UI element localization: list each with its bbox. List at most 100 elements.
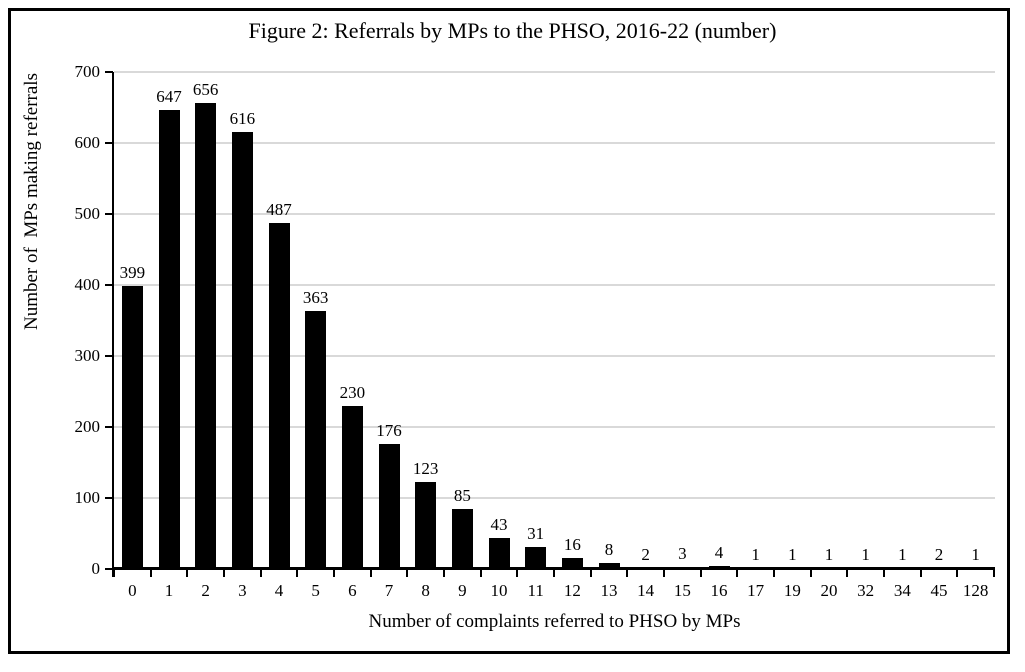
x-tick-label: 17 [747, 581, 765, 600]
gridline [114, 355, 995, 357]
x-tick-mark [186, 570, 189, 577]
x-tick-mark [553, 570, 555, 577]
bar-value-label: 230 [339, 383, 366, 402]
x-tick-mark [919, 570, 922, 577]
bar [561, 558, 583, 569]
x-tick-label: 128 [962, 581, 989, 600]
bar-value-label: 647 [156, 87, 182, 106]
y-tick-label: 0 [91, 559, 101, 578]
bar-value-label: 16 [563, 535, 581, 554]
bar-value-label: 43 [490, 515, 508, 534]
bar-value-label: 399 [119, 263, 146, 282]
y-tick-mark [105, 284, 113, 286]
bar-value-label: 1 [971, 545, 980, 564]
bar-value-label: 4 [714, 543, 724, 562]
gridline [114, 71, 995, 73]
x-tick-mark [369, 570, 372, 577]
bar-value-label: 487 [266, 200, 292, 219]
y-axis-title: Number of MPs making referrals [21, 73, 42, 330]
x-tick-label: 14 [637, 581, 655, 600]
x-tick-mark [259, 570, 262, 577]
x-tick-label: 6 [348, 581, 357, 600]
bar-value-label: 616 [229, 109, 256, 128]
bar [525, 547, 547, 569]
x-tick-mark [149, 570, 152, 577]
x-tick-mark [809, 570, 812, 577]
x-tick-label: 45 [930, 581, 948, 600]
x-tick-label: 0 [128, 581, 137, 600]
x-tick-mark [626, 570, 629, 577]
x-tick-mark [223, 570, 225, 577]
bar-value-label: 656 [192, 80, 219, 99]
x-tick-mark [846, 570, 849, 577]
bar-value-label: 176 [376, 421, 402, 440]
x-tick-label: 34 [893, 581, 911, 600]
gridline [114, 497, 995, 499]
y-tick-label: 100 [74, 488, 101, 507]
bar-value-label: 2 [934, 545, 944, 564]
bar [195, 103, 217, 569]
x-tick-label: 3 [238, 581, 247, 600]
chart-title: Figure 2: Referrals by MPs to the PHSO, … [248, 18, 777, 43]
bar [488, 538, 510, 569]
x-tick-mark [663, 570, 665, 577]
y-tick-label: 700 [74, 62, 101, 81]
bar-value-label: 1 [751, 545, 760, 564]
x-tick-mark [113, 570, 115, 577]
x-tick-label: 32 [857, 581, 875, 600]
bar [415, 482, 437, 569]
x-tick-mark [956, 570, 959, 577]
x-tick-label: 19 [783, 581, 801, 600]
bar [341, 406, 363, 569]
bar-value-label: 2 [641, 545, 650, 564]
gridline [114, 213, 995, 215]
x-tick-mark [589, 570, 592, 577]
y-tick-mark [105, 568, 113, 570]
x-axis-title: Number of complaints referred to PHSO by… [368, 611, 741, 632]
y-tick-label: 200 [74, 417, 101, 436]
x-tick-mark [296, 570, 299, 577]
bar [158, 110, 180, 569]
x-tick-label: 12 [563, 581, 581, 600]
bar-value-label: 3 [678, 544, 687, 563]
bar-value-label: 85 [453, 486, 471, 505]
x-tick-mark [516, 570, 519, 577]
x-tick-label: 13 [600, 581, 618, 600]
x-tick-label: 7 [384, 581, 394, 600]
bar [451, 509, 473, 569]
x-axis-line [112, 567, 995, 570]
bar [121, 286, 143, 569]
bar-value-label: 1 [898, 545, 907, 564]
x-tick-label: 16 [710, 581, 728, 600]
x-tick-label: 20 [820, 581, 838, 600]
bar [598, 563, 620, 569]
x-tick-mark [699, 570, 702, 577]
x-tick-label: 2 [201, 581, 210, 600]
bar [231, 132, 253, 569]
bar [268, 223, 290, 569]
x-tick-label: 5 [311, 581, 320, 600]
y-axis-line [112, 72, 114, 577]
gridline [114, 284, 995, 286]
x-tick-mark [479, 570, 482, 577]
x-tick-mark [333, 570, 335, 577]
x-tick-mark [883, 570, 885, 577]
x-tick-label: 9 [458, 581, 467, 600]
bar [305, 311, 327, 569]
y-tick-label: 300 [74, 346, 101, 365]
x-tick-label: 10 [490, 581, 508, 600]
x-tick-mark [736, 570, 739, 577]
y-tick-mark [105, 426, 113, 428]
x-tick-label: 11 [527, 581, 544, 600]
bar-value-label: 31 [527, 524, 545, 543]
y-tick-mark [105, 142, 113, 144]
y-tick-mark [105, 497, 113, 499]
bar-value-label: 1 [788, 545, 797, 564]
gridline [114, 426, 995, 428]
x-tick-mark [773, 570, 775, 577]
bar-value-label: 1 [861, 545, 870, 564]
bar-value-label: 8 [604, 540, 614, 559]
y-tick-label: 500 [74, 204, 101, 223]
